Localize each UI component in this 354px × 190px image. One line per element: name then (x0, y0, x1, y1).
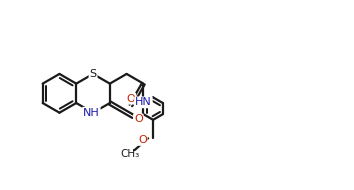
Text: O: O (134, 114, 143, 124)
Text: CH₃: CH₃ (120, 149, 139, 159)
Text: O: O (138, 135, 147, 145)
Text: S: S (90, 69, 97, 79)
Text: HN: HN (135, 97, 152, 107)
Text: O: O (126, 94, 135, 104)
Text: NH: NH (83, 108, 100, 118)
